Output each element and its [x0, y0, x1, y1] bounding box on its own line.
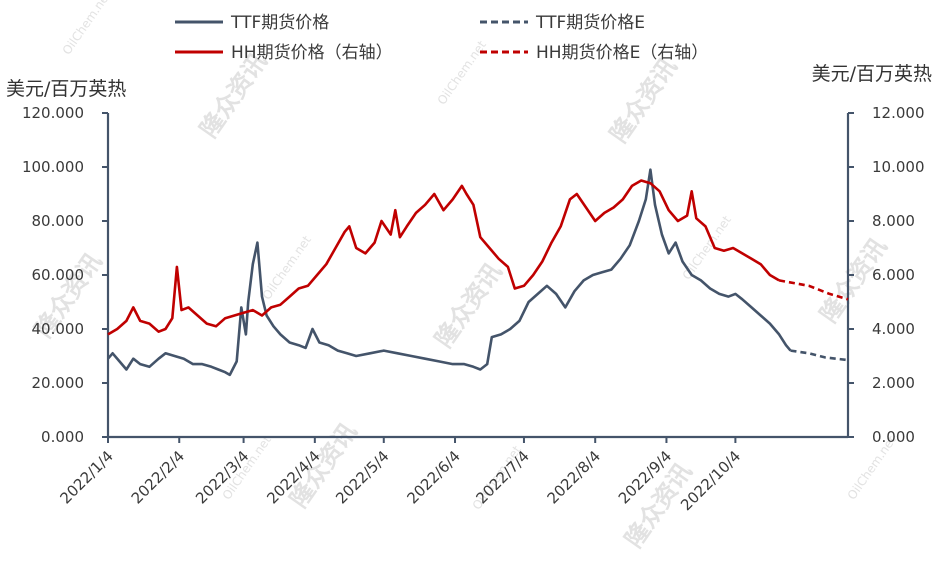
left-tick-label: 120.000	[22, 104, 84, 122]
right-axis-unit: 美元/百万英热	[812, 63, 932, 85]
series-line-0	[107, 168, 792, 377]
watermark-text: 隆众资讯	[429, 258, 507, 353]
left-tick-label: 40.000	[32, 320, 85, 338]
right-tick-label: 12.000	[872, 104, 925, 122]
x-tick-label: 2022/8/4	[544, 447, 604, 507]
chart-legend: TTF期货价格 TTF期货价格E HH期货价格（右轴） HH期货价格E（右轴）	[175, 13, 708, 63]
plot-lines	[107, 168, 849, 377]
x-tick-label: 2022/6/4	[403, 447, 463, 507]
series-line-3	[778, 279, 849, 301]
right-tick-label: 2.000	[872, 374, 915, 392]
watermark-text: OilChem.net	[680, 213, 734, 282]
left-tick-label: 0.000	[41, 428, 84, 446]
right-tick-label: 4.000	[872, 320, 915, 338]
watermark-text: 隆众资讯	[604, 53, 682, 148]
series-line-1	[790, 349, 849, 362]
legend-label-3: HH期货价格E（右轴）	[536, 43, 708, 63]
left-tick-label: 100.000	[22, 158, 84, 176]
watermark-text: OilChem.net	[60, 0, 114, 57]
x-tick-label: 2022/1/4	[56, 447, 116, 507]
left-axis-unit: 美元/百万英热	[6, 78, 126, 100]
x-tick-label: 2022/2/4	[128, 447, 188, 507]
left-tick-label: 60.000	[32, 266, 85, 284]
legend-label-1: TTF期货价格E	[535, 13, 645, 33]
watermark-text: OilChem.net	[435, 38, 489, 107]
legend-label-0: TTF期货价格	[230, 13, 329, 33]
series-line-2	[107, 179, 780, 336]
right-tick-label: 6.000	[872, 266, 915, 284]
left-tick-label: 20.000	[32, 374, 85, 392]
legend-label-2: HH期货价格（右轴）	[231, 43, 393, 63]
right-tick-label: 0.000	[872, 428, 915, 446]
right-tick-label: 10.000	[872, 158, 925, 176]
watermark-text: OilChem.net	[260, 233, 314, 302]
right-tick-label: 8.000	[872, 212, 915, 230]
left-tick-label: 80.000	[32, 212, 85, 230]
